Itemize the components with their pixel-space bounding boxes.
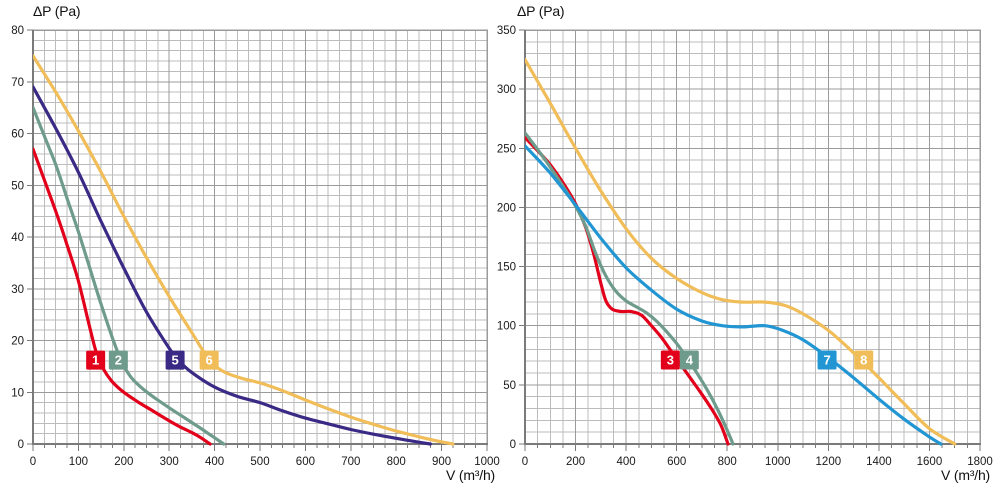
x-tick-label: 400 xyxy=(617,456,636,468)
x-tick-label: 500 xyxy=(250,456,269,468)
x-tick-label: 800 xyxy=(387,456,406,468)
x-tick-label: 1800 xyxy=(967,456,993,468)
curves xyxy=(525,58,957,446)
curve-6 xyxy=(33,54,455,446)
series-badge-8: 8 xyxy=(854,350,874,370)
tick-labels: 0 200 400 600 800 1000 1200 1400 1600 1800 0 50 100 1… xyxy=(497,25,993,468)
y-tick-label: 350 xyxy=(497,25,516,37)
series-badge-label: 1 xyxy=(92,353,99,368)
curve-8 xyxy=(525,58,957,446)
y-tick-label: 70 xyxy=(11,77,24,89)
x-tick-label: 700 xyxy=(341,456,360,468)
series-badge-1: 1 xyxy=(86,350,106,370)
chart-2: 0 200 400 600 800 1000 1200 1400 1600 1800 0 50 100 1… xyxy=(497,25,993,468)
series-badge-label: 3 xyxy=(667,353,674,368)
x-tick-label: 1600 xyxy=(917,456,943,468)
y-tick-label: 0 xyxy=(18,439,24,451)
x-tick-label: 200 xyxy=(566,456,585,468)
x-tick-label: 200 xyxy=(114,456,133,468)
x-tick-label: 1400 xyxy=(866,456,892,468)
x-tick-label: 1200 xyxy=(816,456,842,468)
x-tick-label: 1000 xyxy=(765,456,791,468)
y-tick-label: 10 xyxy=(11,387,24,399)
y-tick-label: 250 xyxy=(497,143,516,155)
tick-labels: 0 100 200 300 400 500 600 700 800 900 1000 0 10 20 30 4… xyxy=(11,25,500,468)
plot-border xyxy=(525,29,981,444)
x-tick-label: 800 xyxy=(718,456,737,468)
x-tick-label: 100 xyxy=(69,456,88,468)
y-tick-label: 150 xyxy=(497,262,516,274)
x-tick-label: 1000 xyxy=(474,456,500,468)
y-tick-label: 60 xyxy=(11,129,24,141)
series-badge-label: 2 xyxy=(115,353,122,368)
y-tick-label: 20 xyxy=(11,336,24,348)
right-chart-y-axis-title: ΔP (Pa) xyxy=(517,3,565,19)
y-tick-label: 300 xyxy=(497,84,516,96)
series-badge-6: 6 xyxy=(199,350,219,370)
y-tick-label: 100 xyxy=(497,321,516,333)
x-tick-label: 900 xyxy=(432,456,451,468)
series-badge-label: 7 xyxy=(823,353,830,368)
y-tick-label: 50 xyxy=(11,180,24,192)
curve-3 xyxy=(525,136,730,446)
x-tick-label: 600 xyxy=(296,456,315,468)
series-badge-2: 2 xyxy=(108,350,128,370)
right-chart-x-axis-title: V (m³/h) xyxy=(941,467,990,483)
series-badge-label: 8 xyxy=(860,353,867,368)
x-tick-label: 600 xyxy=(667,456,686,468)
y-tick-label: 200 xyxy=(497,202,516,214)
series-badge-label: 4 xyxy=(686,353,694,368)
series-badge-4: 4 xyxy=(679,350,699,370)
curve-1 xyxy=(33,147,212,446)
curve-5 xyxy=(33,85,432,446)
x-tick-label: 400 xyxy=(205,456,224,468)
y-tick-label: 30 xyxy=(11,284,24,296)
x-tick-label: 300 xyxy=(160,456,179,468)
chart-1: 0 100 200 300 400 500 600 700 800 900 1000 0 10 20 30 4… xyxy=(11,25,500,468)
series-badge-label: 6 xyxy=(206,353,213,368)
curves xyxy=(33,54,455,446)
left-chart-y-axis-title: ΔP (Pa) xyxy=(33,3,81,19)
axis-ticks xyxy=(27,29,488,451)
curve-7 xyxy=(525,144,943,446)
x-tick-label: 0 xyxy=(30,456,36,468)
y-tick-label: 50 xyxy=(503,380,516,392)
left-chart-x-axis-title: V (m³/h) xyxy=(446,467,495,483)
series-badge-3: 3 xyxy=(660,350,680,370)
y-tick-label: 40 xyxy=(11,232,24,244)
y-tick-label: 0 xyxy=(510,439,516,451)
grid-minor xyxy=(524,29,981,445)
y-tick-label: 80 xyxy=(11,25,24,37)
series-badge-label: 5 xyxy=(171,353,178,368)
series-badge-5: 5 xyxy=(165,350,185,370)
x-tick-label: 0 xyxy=(522,456,528,468)
plot-border xyxy=(33,29,488,444)
series-badge-7: 7 xyxy=(817,350,837,370)
